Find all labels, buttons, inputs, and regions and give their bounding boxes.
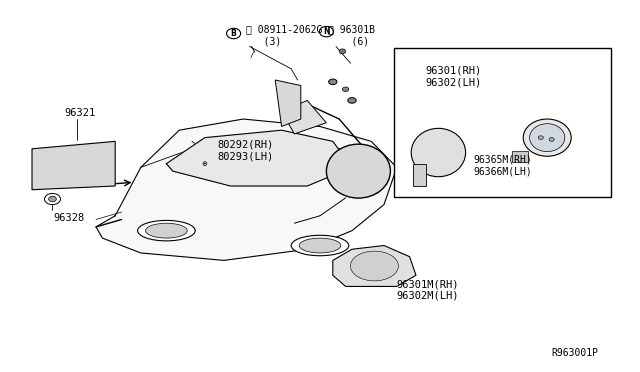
Polygon shape bbox=[275, 80, 301, 126]
Ellipse shape bbox=[530, 124, 565, 152]
Text: 96301M(RH)
96302M(LH): 96301M(RH) 96302M(LH) bbox=[397, 279, 460, 301]
Ellipse shape bbox=[348, 98, 356, 103]
Polygon shape bbox=[32, 141, 115, 190]
FancyBboxPatch shape bbox=[394, 48, 611, 197]
Ellipse shape bbox=[524, 119, 572, 156]
Ellipse shape bbox=[146, 223, 188, 238]
Ellipse shape bbox=[339, 49, 346, 54]
Ellipse shape bbox=[291, 235, 349, 256]
Ellipse shape bbox=[412, 128, 466, 177]
Text: Ⓝ 96301B
    (6): Ⓝ 96301B (6) bbox=[328, 25, 375, 46]
Ellipse shape bbox=[49, 196, 56, 202]
Polygon shape bbox=[166, 130, 352, 186]
Ellipse shape bbox=[227, 28, 241, 39]
Polygon shape bbox=[96, 119, 397, 260]
Ellipse shape bbox=[342, 87, 349, 92]
Ellipse shape bbox=[319, 26, 333, 37]
Ellipse shape bbox=[45, 193, 61, 205]
Ellipse shape bbox=[326, 144, 390, 198]
Text: B: B bbox=[231, 29, 236, 38]
Text: 96321: 96321 bbox=[65, 109, 95, 118]
Polygon shape bbox=[333, 246, 416, 286]
Polygon shape bbox=[512, 151, 528, 162]
Ellipse shape bbox=[300, 238, 341, 253]
Ellipse shape bbox=[138, 220, 195, 241]
Text: 96328: 96328 bbox=[54, 213, 84, 222]
Text: 96301(RH)
96302(LH): 96301(RH) 96302(LH) bbox=[426, 65, 482, 87]
Text: 96365M(RH)
96366M(LH): 96365M(RH) 96366M(LH) bbox=[474, 155, 532, 176]
Ellipse shape bbox=[549, 138, 554, 141]
Polygon shape bbox=[282, 100, 326, 134]
Text: R963001P: R963001P bbox=[552, 349, 598, 358]
Text: Ⓑ 08911-2062G
   (3): Ⓑ 08911-2062G (3) bbox=[246, 25, 323, 46]
Ellipse shape bbox=[329, 79, 337, 85]
Ellipse shape bbox=[351, 251, 399, 281]
Polygon shape bbox=[413, 164, 426, 186]
Ellipse shape bbox=[538, 136, 543, 140]
Text: ⊕: ⊕ bbox=[202, 161, 208, 167]
Text: N: N bbox=[323, 27, 330, 36]
Polygon shape bbox=[70, 164, 90, 186]
Text: 80292(RH)
80293(LH): 80292(RH) 80293(LH) bbox=[218, 140, 274, 161]
